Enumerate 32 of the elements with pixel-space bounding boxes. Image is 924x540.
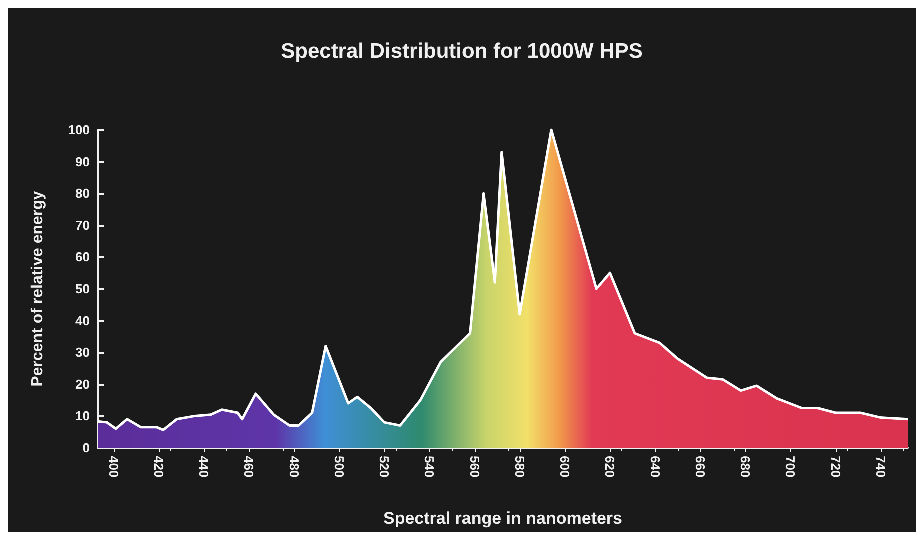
x-tick-label: 680 — [738, 456, 754, 478]
x-tick-label: 660 — [692, 456, 708, 478]
x-tick-label: 700 — [783, 456, 798, 478]
y-tick-label: 30 — [76, 345, 90, 360]
chart-title: Spectral Distribution for 1000W HPS — [281, 40, 643, 63]
y-tick-label: 40 — [76, 313, 90, 328]
x-tick-label: 740 — [873, 456, 888, 478]
x-tick-label: 620 — [602, 456, 618, 478]
y-axis-title: Percent of relative energy — [30, 191, 46, 387]
y-tick-label: 80 — [76, 186, 90, 202]
x-tick-label: 540 — [422, 456, 438, 478]
x-tick-label: 580 — [512, 456, 528, 478]
y-tick-label: 20 — [76, 376, 90, 392]
x-tick-label: 480 — [286, 456, 302, 478]
y-tick-label: 10 — [76, 408, 90, 424]
y-tick-label: 100 — [68, 122, 90, 138]
y-tick-label: 60 — [76, 250, 90, 265]
x-tick-label: 440 — [196, 456, 212, 478]
x-axis-title: Spectral range in nanometers — [383, 509, 623, 528]
x-tick-label: 420 — [151, 456, 166, 478]
x-tick-label: 560 — [467, 456, 482, 478]
y-tick-label: 0 — [82, 440, 90, 456]
x-tick-label: 720 — [828, 456, 844, 478]
x-tick-label: 400 — [106, 456, 122, 478]
x-tick-label: 520 — [377, 456, 392, 478]
y-tick-label: 90 — [76, 154, 90, 170]
x-tick-label: 640 — [648, 456, 663, 478]
y-tick-label: 50 — [76, 282, 90, 296]
y-tick-label: 70 — [76, 218, 90, 233]
x-tick-label: 500 — [332, 456, 347, 478]
x-tick-label: 460 — [242, 456, 257, 478]
x-tick-label: 600 — [558, 456, 573, 478]
